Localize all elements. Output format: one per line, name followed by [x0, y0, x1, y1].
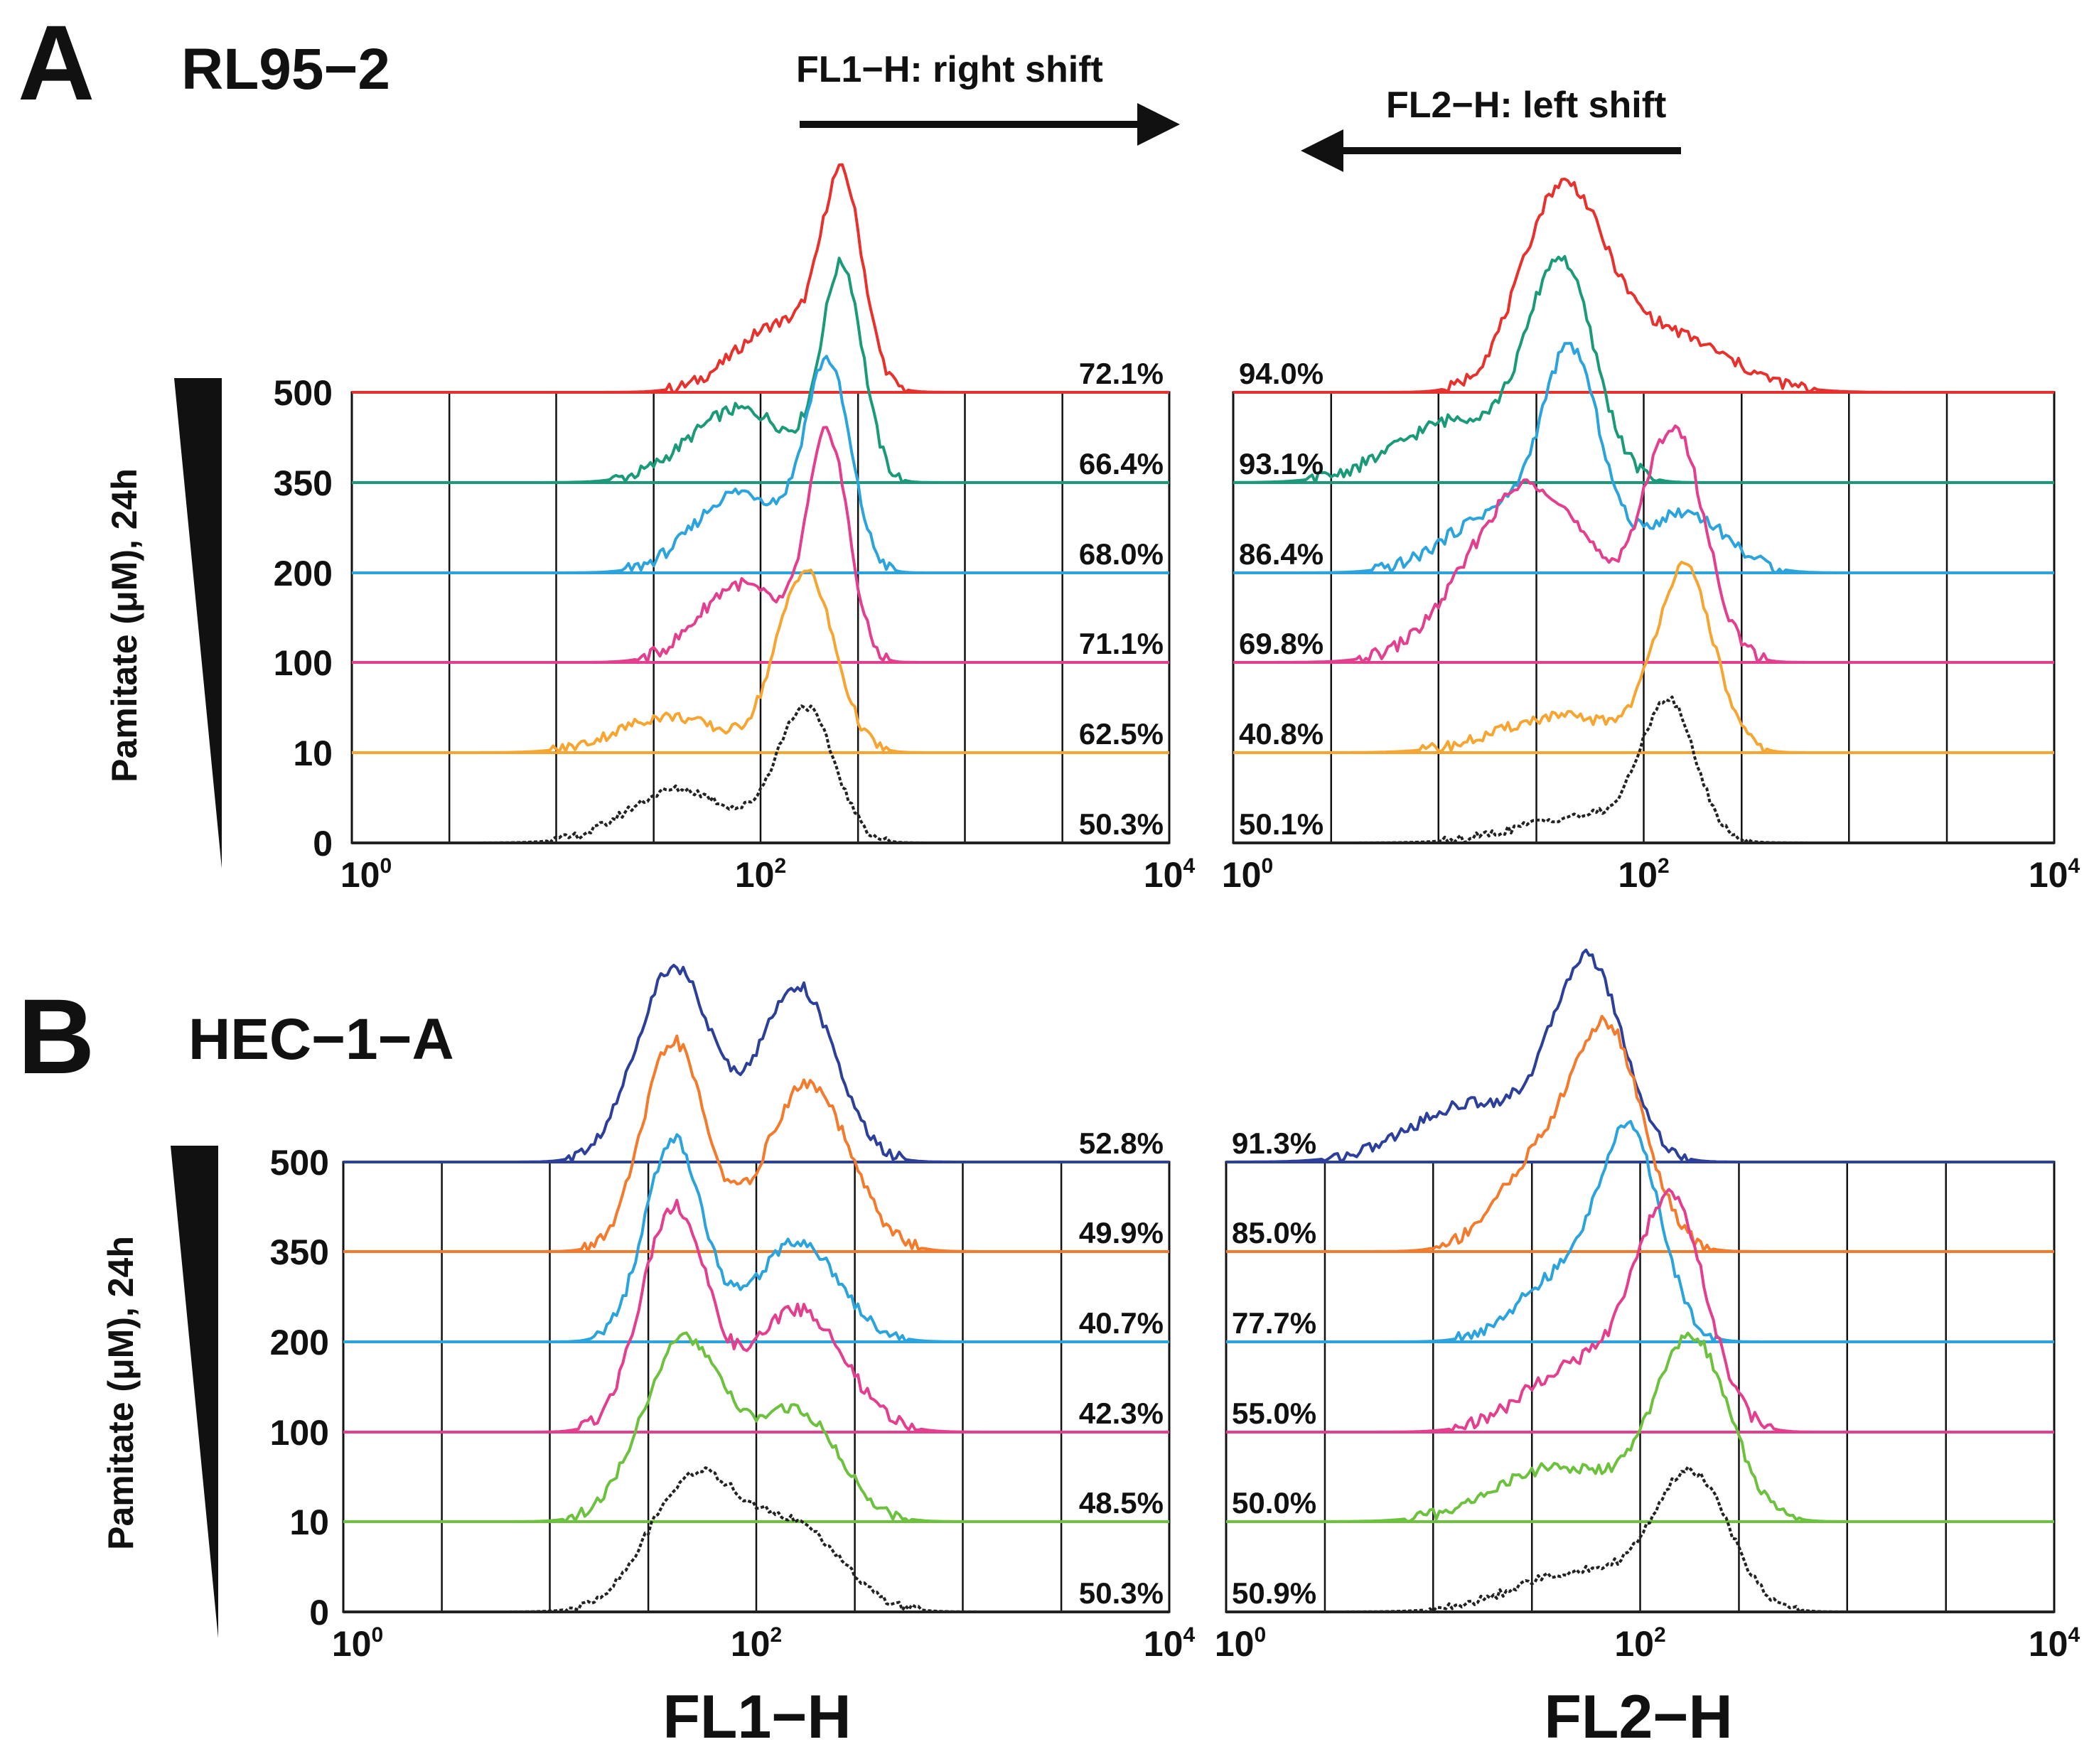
histogram-series-500 [343, 964, 1169, 1163]
percent-label: 62.5% [1079, 717, 1164, 751]
row-label: 200 [274, 554, 333, 593]
histogram-series-350 [352, 257, 1169, 484]
percent-label: 77.7% [1232, 1306, 1316, 1340]
x-tick-label: 102 [731, 1623, 782, 1664]
y-axis-label-a: Pamitate (μM), 24h [104, 468, 144, 782]
histogram-series-350 [1226, 1014, 2054, 1253]
percent-label: 52.8% [1079, 1126, 1164, 1160]
x-tick-label: 102 [1618, 854, 1669, 895]
x-tick-label: 102 [1614, 1623, 1665, 1664]
row-label: 500 [274, 373, 333, 413]
histogram-series-0 [1226, 1465, 2054, 1613]
percent-label: 85.0% [1232, 1216, 1316, 1249]
x-tick-label: 100 [332, 1623, 383, 1664]
histogram-series-10 [1233, 560, 2054, 754]
histogram-series-200 [352, 355, 1169, 574]
row-label: 350 [270, 1232, 329, 1272]
percent-label: 55.0% [1232, 1397, 1316, 1430]
x-tick-label: 100 [340, 854, 392, 895]
histogram-series-350 [1233, 254, 2054, 484]
panel-label-b: B [18, 977, 95, 1096]
cell-line-title-b: HEC−1−A [188, 1007, 454, 1072]
percent-label: 40.7% [1079, 1306, 1164, 1340]
histogram-series-500 [352, 163, 1169, 394]
histogram-series-200 [1226, 1119, 2054, 1343]
histogram-series-0 [352, 704, 1169, 844]
histogram-series-100 [352, 426, 1169, 664]
percent-label: 50.0% [1232, 1486, 1316, 1520]
fl2-shift-annotation: FL2−H: left shift [1386, 85, 1666, 126]
percent-label: 42.3% [1079, 1397, 1164, 1430]
row-label: 10 [289, 1502, 329, 1542]
row-label: 500 [270, 1143, 329, 1183]
panel-b-fl2: 100 102 104 91.3% 85.0% 77.7% 55.0% 50.0% 50.9% [1215, 948, 2080, 1664]
histogram-series-10 [343, 1331, 1169, 1523]
row-label: 100 [274, 643, 333, 683]
histogram-series-500 [1233, 177, 2054, 394]
row-label: 10 [293, 733, 333, 773]
histogram-series-100 [1233, 424, 2054, 664]
percent-label: 72.1% [1079, 357, 1164, 390]
histogram-series-500 [1226, 948, 2054, 1163]
x-axis-label-fl1: FL1−H [662, 1683, 851, 1751]
histogram-series-0 [1233, 695, 2054, 844]
panel-a-fl2: 100 102 104 94.0% 93.1% 86.4% 69.8% 40.8% 50.1% [1222, 177, 2080, 895]
row-label: 100 [270, 1413, 329, 1453]
percent-label: 91.3% [1232, 1126, 1316, 1160]
histogram-series-100 [1226, 1188, 2054, 1434]
x-axis-label-fl2: FL2−H [1544, 1683, 1732, 1751]
percent-label: 69.8% [1239, 627, 1323, 660]
x-tick-label: 104 [2029, 1623, 2080, 1664]
x-tick-label: 104 [1144, 854, 1196, 895]
percent-label: 50.9% [1232, 1576, 1316, 1610]
histogram-series-200 [1233, 342, 2054, 574]
percent-label: 71.1% [1079, 627, 1164, 660]
panel-label-a: A [18, 3, 95, 122]
x-tick-label: 104 [2029, 854, 2080, 895]
percent-label: 86.4% [1239, 537, 1323, 571]
row-label: 350 [274, 463, 333, 503]
percent-label: 40.8% [1239, 717, 1323, 751]
row-label: 0 [309, 1593, 329, 1633]
percent-label: 93.1% [1239, 447, 1323, 480]
percent-label: 50.1% [1239, 807, 1323, 841]
x-tick-label: 100 [1215, 1623, 1266, 1664]
percent-label: 68.0% [1079, 537, 1164, 571]
histogram-series-350 [343, 1034, 1169, 1253]
histogram-series-10 [1226, 1331, 2054, 1523]
x-tick-label: 102 [735, 854, 786, 895]
fl1-shift-annotation: FL1−H: right shift [796, 49, 1103, 90]
percent-label: 94.0% [1239, 357, 1323, 390]
percent-label: 48.5% [1079, 1486, 1164, 1520]
x-tick-label: 104 [1144, 1623, 1196, 1664]
histogram-series-100 [343, 1198, 1169, 1434]
percent-label: 49.9% [1079, 1216, 1164, 1249]
histogram-series-10 [352, 569, 1169, 754]
y-axis-label-b: Pamitate (μM), 24h [101, 1236, 141, 1550]
row-label: 0 [313, 824, 333, 864]
x-tick-label: 100 [1222, 854, 1273, 895]
histogram-series-200 [343, 1133, 1169, 1343]
concentration-wedge-b [171, 1146, 218, 1638]
row-label: 200 [270, 1323, 329, 1362]
percent-label: 66.4% [1079, 447, 1164, 480]
percent-label: 50.3% [1079, 1576, 1164, 1610]
cell-line-title-a: RL95−2 [181, 37, 390, 102]
histogram-series-0 [343, 1466, 1169, 1613]
concentration-wedge-a [174, 378, 222, 868]
percent-label: 50.3% [1079, 807, 1164, 841]
